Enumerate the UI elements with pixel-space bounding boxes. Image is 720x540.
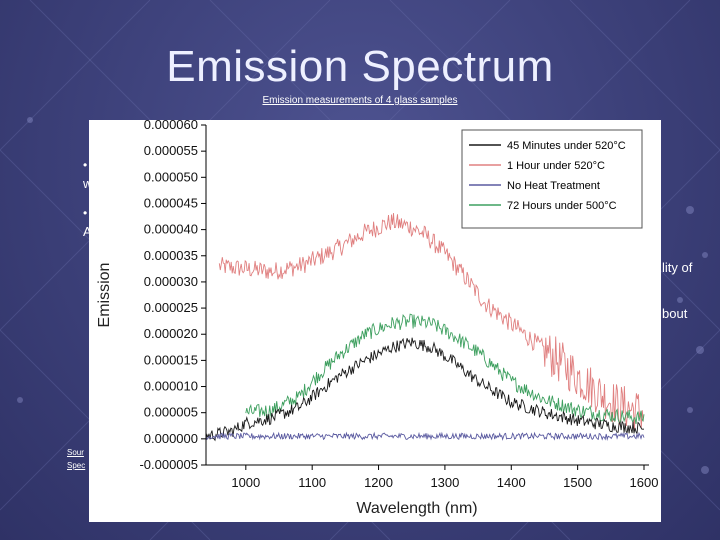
y-tick-label: 0.000050 xyxy=(144,169,198,184)
x-tick-label: 1300 xyxy=(430,475,459,490)
slide-title: Emission Spectrum xyxy=(166,42,554,91)
hidden-text-fragment: lity of xyxy=(662,260,693,275)
source-fragment[interactable]: Spec xyxy=(67,461,86,470)
y-tick-label: 0.000015 xyxy=(144,352,198,367)
series-line-3 xyxy=(205,431,645,441)
y-tick-label: 0.000040 xyxy=(144,222,198,237)
y-tick-label: 0.000060 xyxy=(144,120,198,132)
y-axis-label: Emission xyxy=(96,263,113,328)
x-tick-label: 1000 xyxy=(231,475,260,490)
y-tick-label: 0.000030 xyxy=(144,274,198,289)
legend-entry: 72 Hours under 500°C xyxy=(507,200,617,212)
y-tick-label: 0.000020 xyxy=(144,326,198,341)
bullet-dot: • xyxy=(83,206,88,220)
y-tick-label: 0.000010 xyxy=(144,379,198,394)
series-line-2 xyxy=(218,213,644,432)
y-tick-label: 0.000025 xyxy=(144,300,198,315)
x-tick-label: 1500 xyxy=(563,475,592,490)
y-tick-label: 0.000005 xyxy=(144,405,198,420)
y-tick-label: 0.000035 xyxy=(144,248,198,263)
legend-box xyxy=(461,129,643,229)
emission-chart: -0.000005 0.000000 0.000005 0.000010 0.00001… xyxy=(89,120,661,522)
legend-entry: 1 Hour under 520°C xyxy=(507,160,605,172)
x-tick-label: 1100 xyxy=(298,475,326,490)
hidden-text-fragment: bout xyxy=(662,306,688,321)
hidden-text-fragment: A xyxy=(83,224,92,239)
hidden-text-fragment: w xyxy=(83,176,93,191)
y-tick-label: 0.000045 xyxy=(144,195,198,210)
legend-entry: 45 Minutes under 520°C xyxy=(507,140,626,152)
series-line-1 xyxy=(205,337,645,442)
x-tick-label: 1400 xyxy=(497,475,526,490)
legend-entry: No Heat Treatment xyxy=(507,180,600,192)
x-tick-label: 1600 xyxy=(630,475,659,490)
source-fragment[interactable]: Sour xyxy=(67,448,84,457)
y-tick-label: -0.000005 xyxy=(139,457,198,472)
chart-svg: -0.000005 0.000000 0.000005 0.000010 0.00001… xyxy=(96,120,659,517)
y-tick-label: 0.000055 xyxy=(144,143,198,158)
slide-subtitle[interactable]: Emission measurements of 4 glass samples xyxy=(262,95,458,106)
x-axis-label: Wavelength (nm) xyxy=(356,500,477,517)
y-tick-label: 0.000000 xyxy=(144,431,198,446)
legend: 45 Minutes under 520°C 1 Hour under 520°C… xyxy=(461,129,643,229)
x-tick-label: 1200 xyxy=(364,475,393,490)
bullet-dot: • xyxy=(83,158,88,172)
series-line-4 xyxy=(245,313,645,424)
